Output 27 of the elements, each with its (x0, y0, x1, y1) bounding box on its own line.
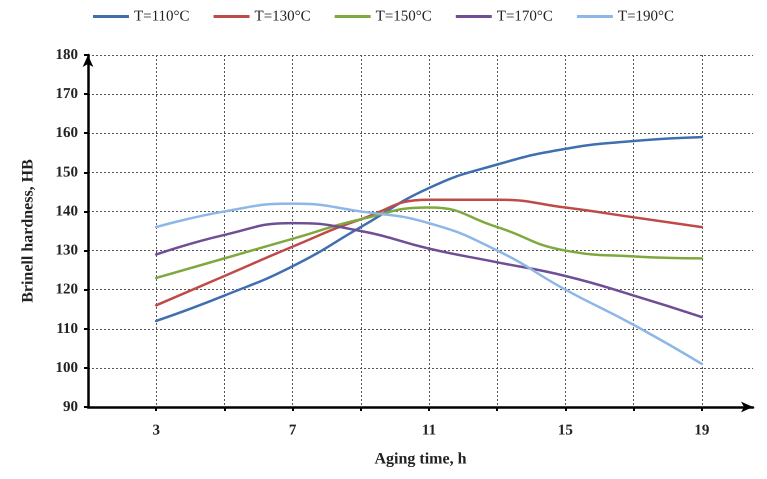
y-tick-label: 170 (56, 86, 78, 102)
y-tick-label: 110 (56, 320, 78, 337)
y-tick-label: 160 (56, 125, 78, 142)
line-series (154, 206, 704, 280)
legend-label: T=170°C (496, 8, 553, 24)
y-tick-label: 180 (56, 47, 78, 63)
legend-label: T=150°C (376, 8, 432, 24)
legend-label: T=190°C (618, 8, 674, 24)
line-series (154, 136, 704, 322)
x-tick-label: 15 (558, 422, 573, 438)
x-tick-label: 11 (422, 422, 436, 438)
y-tick-label: 90 (63, 399, 78, 415)
y-tick-label: 100 (56, 360, 78, 376)
legend-label: T=130°C (254, 8, 311, 24)
legend-label: T=110°C (134, 8, 190, 24)
x-tick-label: 19 (694, 422, 710, 438)
y-tick-label: 130 (56, 242, 78, 259)
y-tick-label: 140 (56, 203, 78, 220)
line-series (154, 202, 704, 366)
line-series (154, 222, 704, 318)
line-series (154, 198, 704, 307)
y-tick-label: 150 (56, 164, 78, 180)
x-axis-title: Aging time, h (374, 450, 467, 468)
x-tick-label: 7 (288, 422, 297, 438)
y-tick-label: 120 (56, 282, 78, 298)
y-axis-title: Brinell hardness, HB (20, 158, 36, 303)
x-tick-label: 3 (152, 422, 160, 438)
